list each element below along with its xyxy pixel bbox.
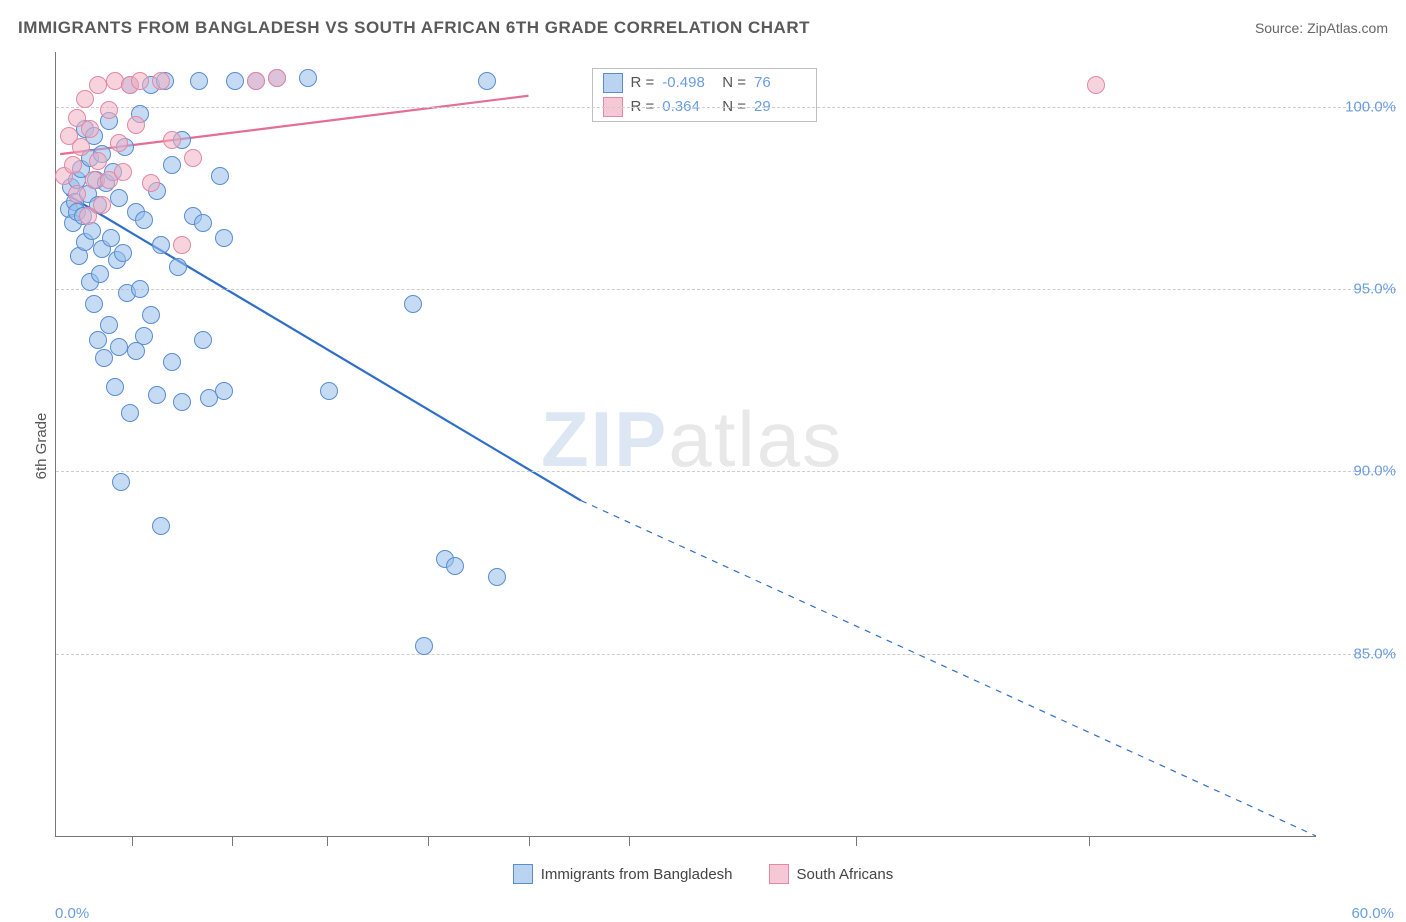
data-point	[110, 189, 128, 207]
legend-item: Immigrants from Bangladesh	[513, 864, 733, 884]
x-tick	[232, 836, 233, 846]
legend-n-label: N =	[722, 74, 746, 91]
chart-title: IMMIGRANTS FROM BANGLADESH VS SOUTH AFRI…	[18, 18, 810, 38]
data-point	[446, 557, 464, 575]
y-tick-label: 100.0%	[1324, 98, 1396, 115]
legend-item-label: South Africans	[797, 866, 894, 883]
data-point	[81, 120, 99, 138]
trend-lines-layer	[56, 52, 1316, 836]
data-point	[72, 138, 90, 156]
data-point	[169, 258, 187, 276]
legend-item: South Africans	[769, 864, 894, 884]
data-point	[142, 174, 160, 192]
gridline	[56, 471, 1396, 472]
x-axis-max-label: 60.0%	[1351, 905, 1394, 922]
legend-item-label: Immigrants from Bangladesh	[541, 866, 733, 883]
data-point	[415, 637, 433, 655]
y-tick-label: 85.0%	[1324, 645, 1396, 662]
data-point	[163, 156, 181, 174]
source-prefix: Source:	[1255, 20, 1307, 36]
data-point	[110, 338, 128, 356]
data-point	[184, 149, 202, 167]
data-point	[93, 196, 111, 214]
data-point	[100, 101, 118, 119]
legend-row: R = -0.498 N = 76	[593, 71, 817, 95]
data-point	[131, 72, 149, 90]
data-point	[114, 163, 132, 181]
data-point	[100, 316, 118, 334]
data-point	[112, 473, 130, 491]
legend-swatch	[603, 73, 623, 93]
data-point	[64, 156, 82, 174]
data-point	[299, 69, 317, 87]
data-point	[194, 214, 212, 232]
y-tick-label: 95.0%	[1324, 281, 1396, 298]
x-tick	[1089, 836, 1090, 846]
legend-series: Immigrants from Bangladesh South Africans	[0, 864, 1406, 884]
gridline	[56, 107, 1396, 108]
source-name: ZipAtlas.com	[1307, 20, 1388, 36]
data-point	[127, 116, 145, 134]
data-point	[135, 327, 153, 345]
data-point	[152, 72, 170, 90]
data-point	[247, 72, 265, 90]
x-tick	[428, 836, 429, 846]
data-point	[68, 185, 86, 203]
data-point	[194, 331, 212, 349]
legend-n-value: 76	[754, 74, 806, 91]
gridline	[56, 654, 1396, 655]
data-point	[215, 382, 233, 400]
x-axis-min-label: 0.0%	[55, 905, 89, 922]
x-tick	[529, 836, 530, 846]
data-point	[89, 76, 107, 94]
data-point	[152, 236, 170, 254]
data-point	[85, 295, 103, 313]
legend-r-label: R =	[631, 74, 655, 91]
watermark-atlas: atlas	[668, 395, 843, 483]
x-tick	[327, 836, 328, 846]
plot-area: ZIPatlas R =-0.498N =76R =0.364N =29 100…	[55, 52, 1316, 837]
source-label: Source: ZipAtlas.com	[1255, 20, 1388, 36]
legend-swatch	[513, 864, 533, 884]
data-point	[102, 229, 120, 247]
chart-container: IMMIGRANTS FROM BANGLADESH VS SOUTH AFRI…	[0, 0, 1406, 892]
x-tick	[132, 836, 133, 846]
data-point	[163, 353, 181, 371]
data-point	[91, 265, 109, 283]
legend-r-value: -0.498	[662, 74, 714, 91]
data-point	[152, 517, 170, 535]
data-point	[110, 134, 128, 152]
data-point	[163, 131, 181, 149]
y-tick-label: 90.0%	[1324, 463, 1396, 480]
gridline	[56, 289, 1396, 290]
data-point	[173, 393, 191, 411]
data-point	[121, 404, 139, 422]
data-point	[226, 72, 244, 90]
data-point	[320, 382, 338, 400]
data-point	[135, 211, 153, 229]
data-point	[114, 244, 132, 262]
x-tick	[856, 836, 857, 846]
data-point	[211, 167, 229, 185]
watermark-zip: ZIP	[541, 395, 668, 483]
data-point	[215, 229, 233, 247]
y-axis-label: 6th Grade	[33, 413, 50, 480]
data-point	[106, 378, 124, 396]
legend-correlation-box: R =-0.498N =76R =0.364N =29	[592, 68, 818, 122]
data-point	[142, 306, 160, 324]
data-point	[488, 568, 506, 586]
legend-swatch	[769, 864, 789, 884]
data-point	[478, 72, 496, 90]
data-point	[1087, 76, 1105, 94]
data-point	[76, 90, 94, 108]
data-point	[131, 280, 149, 298]
data-point	[268, 69, 286, 87]
data-point	[404, 295, 422, 313]
data-point	[89, 152, 107, 170]
data-point	[148, 386, 166, 404]
data-point	[190, 72, 208, 90]
x-tick	[629, 836, 630, 846]
data-point	[173, 236, 191, 254]
